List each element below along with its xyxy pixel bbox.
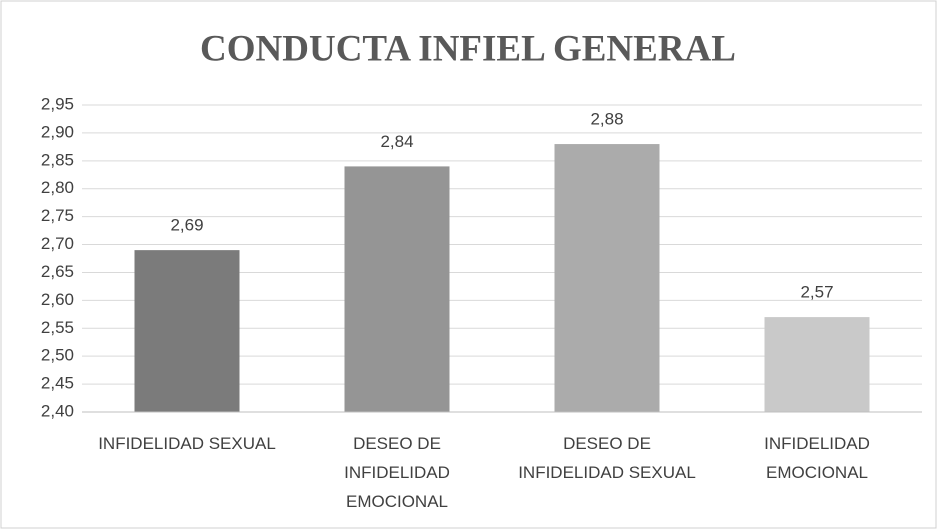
y-tick-label: 2,75 bbox=[41, 206, 74, 225]
y-tick-label: 2,85 bbox=[41, 150, 74, 169]
y-tick-label: 2,45 bbox=[41, 374, 74, 393]
y-tick-label: 2,50 bbox=[41, 346, 74, 365]
bar bbox=[764, 317, 870, 412]
chart-title: CONDUCTA INFIEL GENERAL bbox=[200, 28, 736, 69]
y-tick-label: 2,95 bbox=[41, 94, 74, 113]
y-tick-label: 2,80 bbox=[41, 178, 74, 197]
x-tick-label: INFIDELIDAD SEXUAL bbox=[98, 434, 276, 453]
y-tick-label: 2,40 bbox=[41, 401, 74, 420]
y-tick-label: 2,70 bbox=[41, 234, 74, 253]
data-label: 2,88 bbox=[590, 110, 623, 129]
x-tick-label: DESEO DE INFIDELIDAD EMOCIONAL bbox=[344, 434, 450, 511]
bar bbox=[344, 166, 450, 412]
y-tick-label: 2,55 bbox=[41, 318, 74, 337]
x-tick-label: INFIDELIDAD EMOCIONAL bbox=[764, 434, 870, 482]
y-tick-label: 2,60 bbox=[41, 290, 74, 309]
bar bbox=[554, 144, 660, 412]
data-label: 2,84 bbox=[380, 132, 413, 151]
bar bbox=[134, 250, 240, 412]
x-tick-label: DESEO DE INFIDELIDAD SEXUAL bbox=[518, 434, 696, 482]
y-tick-label: 2,90 bbox=[41, 122, 74, 141]
data-label: 2,69 bbox=[170, 216, 203, 235]
data-label: 2,57 bbox=[800, 283, 833, 302]
y-tick-label: 2,65 bbox=[41, 262, 74, 281]
